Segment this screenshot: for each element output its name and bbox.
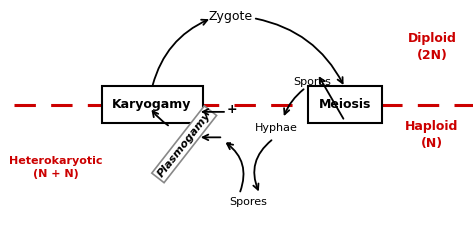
Text: Diploid
(2N): Diploid (2N)	[408, 32, 456, 62]
FancyBboxPatch shape	[101, 86, 202, 123]
Text: Heterokaryotic
(N + N): Heterokaryotic (N + N)	[9, 156, 102, 179]
Text: Spores: Spores	[229, 197, 267, 207]
Text: +: +	[227, 103, 237, 116]
Text: Karyogamy: Karyogamy	[112, 98, 192, 111]
Text: Zygote: Zygote	[208, 10, 252, 23]
Text: -: -	[225, 136, 231, 150]
Text: Haploid
(N): Haploid (N)	[405, 120, 459, 150]
Text: Plasmogamy: Plasmogamy	[155, 110, 213, 179]
Text: Meiosis: Meiosis	[319, 98, 371, 111]
FancyBboxPatch shape	[308, 86, 382, 123]
Text: Hyphae: Hyphae	[255, 123, 297, 133]
Text: Spores: Spores	[294, 77, 332, 87]
